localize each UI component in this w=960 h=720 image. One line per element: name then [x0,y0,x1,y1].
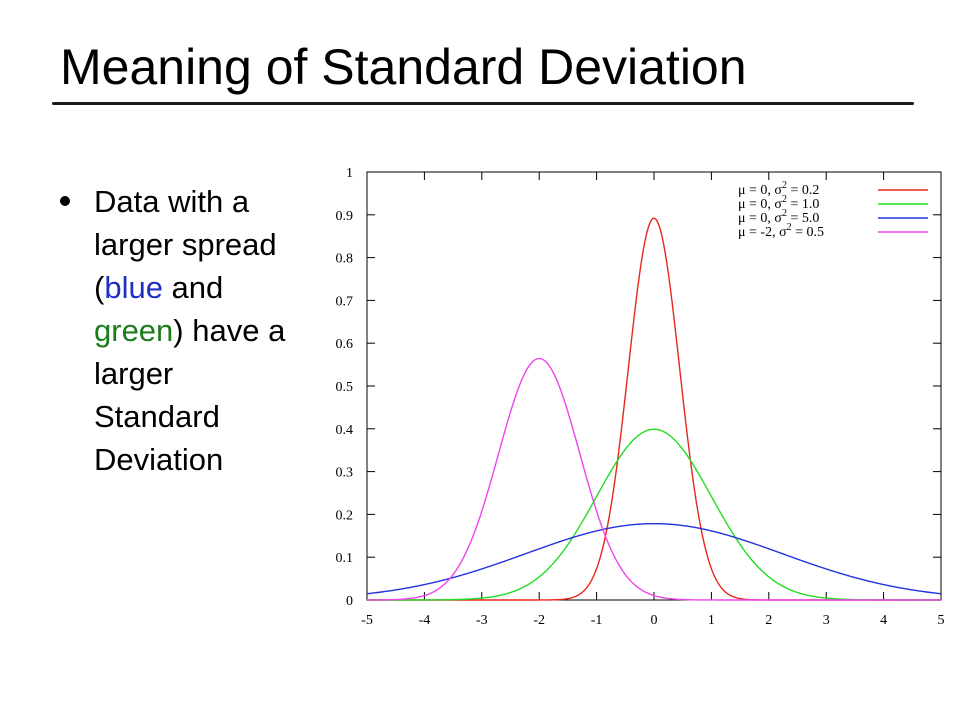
bullet-line: larger spread [94,227,277,262]
bullet-text-fragment: ) have a [173,313,286,348]
plot-frame [366,171,942,601]
y-tick-label: 0.6 [336,337,354,352]
bullet-text-fragment: ( [94,270,105,305]
x-tick-label: 2 [765,613,772,628]
x-tick-label: 4 [880,613,887,628]
series-line [367,357,941,601]
x-tick-label: -2 [533,613,545,628]
bullet-line: Deviation [94,442,224,477]
y-tick-label: 0 [346,594,353,609]
slide-title: Meaning of Standard Deviation [60,39,747,95]
y-tick-label: 0.1 [336,551,354,566]
y-tick-label: 0.3 [336,466,354,481]
y-tick-label: 0.2 [336,508,354,523]
legend-label: μ = 0, σ2 = 1.0 [738,194,819,212]
x-tick-label: -3 [476,613,488,628]
bullet-line: green) have a [94,309,334,352]
normal-distribution-chart: -5 -4 -3 -2 -1 0 1 2 3 4 5 0 0.1 0.2 0.3 0.4 0.5 0.6 0.7 0.… [336,166,945,628]
x-tick-label: 0 [651,613,658,628]
x-tick-label: 5 [938,613,945,628]
series-line [367,217,941,601]
x-tick-label: -5 [361,613,373,628]
y-tick-label: 0.5 [336,380,354,395]
x-tick-label: -1 [591,613,603,628]
y-tick-label: 1 [346,166,353,181]
legend-label: μ = 0, σ2 = 5.0 [738,208,819,226]
bullet-line: larger [94,356,174,391]
bullet-marker [60,196,70,206]
x-tick-label: 1 [708,613,715,628]
y-tick-label: 0.7 [336,294,354,309]
series-line [366,522,942,595]
y-tick-label: 0.8 [336,252,354,267]
x-tick-label: -4 [419,613,431,628]
bullet-item: Data with a larger spread (blue and gree… [94,180,334,481]
title-underline [52,102,914,105]
x-tick-label: 3 [823,613,830,628]
y-tick-label: 0.4 [336,423,354,438]
y-tick-label: 0.9 [336,209,354,224]
blue-highlight-word: blue [104,270,163,305]
bullet-text-fragment: and [162,270,224,305]
bullet-line: Data with a [94,184,250,219]
bullet-line: Standard [94,399,220,434]
legend-label: μ = -2, σ2 = 0.5 [738,222,824,240]
legend-label: μ = 0, σ2 = 0.2 [738,180,819,198]
green-highlight-word: green [94,313,174,348]
bullet-line: (blue and [94,266,334,309]
